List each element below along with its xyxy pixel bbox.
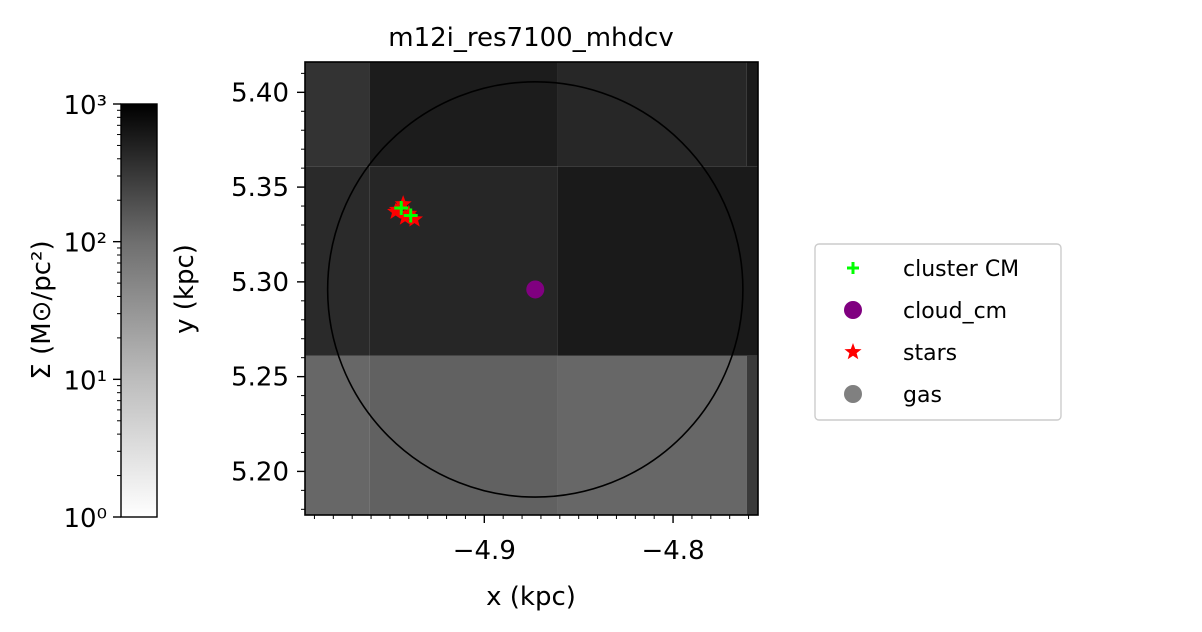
heatmap-cells xyxy=(305,62,758,515)
colorbar-tick-label: 10⁰ xyxy=(63,504,107,534)
heatmap-cell-7 xyxy=(305,62,370,167)
heatmap-cell-6 xyxy=(557,166,758,356)
legend-label: cluster CM xyxy=(903,257,1019,282)
legend-box xyxy=(814,243,1062,421)
marker-cluster-cm-1 xyxy=(403,208,418,223)
colorbar-tick-label: 10² xyxy=(63,229,107,259)
y-ticks: 5.20 5.25 5.30 5.35 5.40 xyxy=(231,72,305,510)
marker-cluster-cm-0 xyxy=(394,200,409,215)
x-tick-label: −4.8 xyxy=(641,536,704,566)
marker-cloud-cm-0 xyxy=(526,280,545,299)
legend-item-stars: stars xyxy=(844,341,957,366)
legend-marker xyxy=(844,343,862,360)
plot-axes: −4.9 −4.8 5.20 5.25 5.30 5.35 5.40 m12i_res71… xyxy=(170,23,759,612)
y-tick-label: 5.35 xyxy=(231,173,289,203)
heatmap-cell-3 xyxy=(746,355,758,515)
marker-stars-5 xyxy=(387,202,405,220)
colorbar: 10⁰ 10¹ 10² 10³ Σ (M⊙/pc²) xyxy=(27,91,158,534)
legend-marker xyxy=(844,385,862,403)
heatmap-cell-1 xyxy=(369,355,558,515)
heatmap-cell-0 xyxy=(305,355,370,515)
marker-stars-2 xyxy=(400,204,418,221)
heatmap-cell-8 xyxy=(369,62,558,167)
heatmap-cell-10 xyxy=(746,62,758,167)
legend-item-gas: gas xyxy=(844,383,942,408)
legend-label: stars xyxy=(903,341,957,366)
colorbar-label: Σ (M⊙/pc²) xyxy=(27,240,57,379)
legend-marker xyxy=(847,262,859,274)
colorbar-tick-label: 10³ xyxy=(63,91,107,121)
colorbar-gradient xyxy=(120,103,158,518)
colorbar-ticks: 10⁰ 10¹ 10² 10³ xyxy=(63,91,121,534)
marker-stars-1 xyxy=(394,195,412,212)
chart-title: m12i_res7100_mhdcv xyxy=(388,23,673,53)
x-axis-label: x (kpc) xyxy=(486,582,576,612)
y-tick-label: 5.40 xyxy=(231,78,289,108)
legend-item-cluster-cm: cluster CM xyxy=(847,257,1019,282)
cloud-radius-circle xyxy=(326,81,744,498)
heatmap-cell-5 xyxy=(369,166,558,356)
legend-item-cloud-cm: cloud_cm xyxy=(844,299,1007,324)
marker-stars-3 xyxy=(405,210,424,227)
colorbar-tick-label: 10¹ xyxy=(63,366,107,396)
data-marks xyxy=(326,81,744,498)
y-tick-label: 5.25 xyxy=(231,363,289,393)
x-ticks: −4.9 −4.8 xyxy=(313,515,750,566)
y-axis-label: y (kpc) xyxy=(170,244,200,334)
y-tick-label: 5.30 xyxy=(231,268,289,298)
legend-marker xyxy=(844,301,862,319)
axes-frame xyxy=(304,61,759,516)
legend-label: cloud_cm xyxy=(903,299,1007,324)
heatmap-cell-9 xyxy=(557,62,747,167)
legend-label: gas xyxy=(903,383,942,408)
y-tick-label: 5.20 xyxy=(231,457,289,487)
x-tick-label: −4.9 xyxy=(453,536,516,566)
heatmap-cell-2 xyxy=(557,355,747,515)
heatmap-cell-4 xyxy=(305,166,370,356)
